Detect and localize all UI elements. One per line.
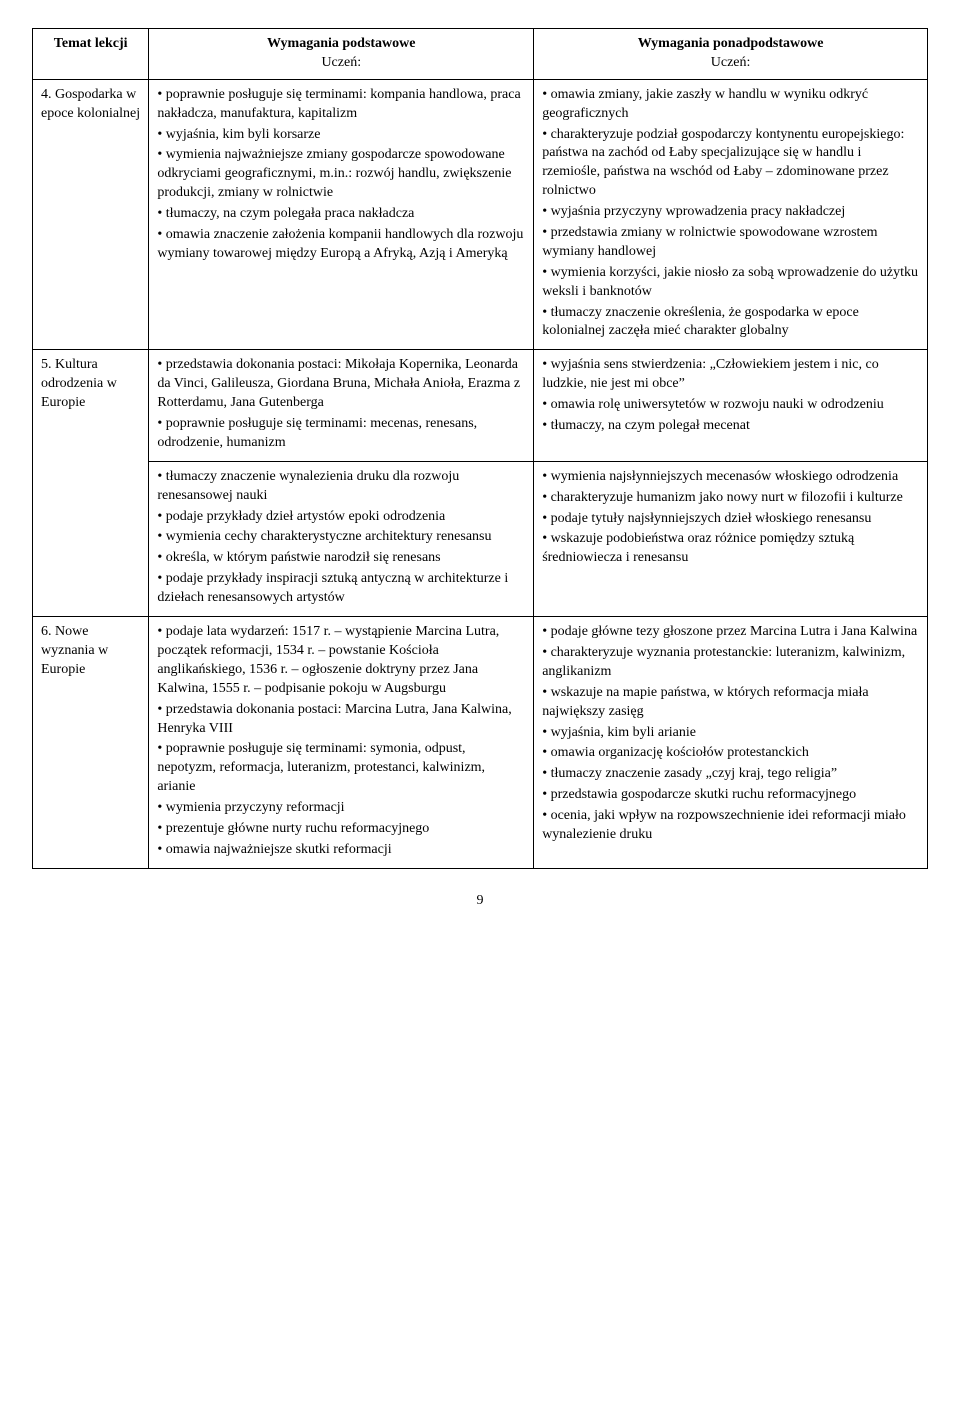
list-item: omawia rolę uniwersytetów w rozwoju nauk… xyxy=(542,396,919,415)
header-extended-line1: Wymagania ponadpodstawowe xyxy=(638,36,824,51)
extended-list: podaje główne tezy głoszone przez Marcin… xyxy=(542,623,919,845)
extended-cell: wymienia najsłynniejszych mecenasów włos… xyxy=(534,461,928,616)
list-item: wyjaśnia, kim byli arianie xyxy=(542,724,919,743)
table-body: 4. Gospodarka w epoce kolonialnejpoprawn… xyxy=(33,79,928,868)
list-item: omawia organizację kościołów protestanck… xyxy=(542,744,919,763)
page-number: 9 xyxy=(32,893,928,909)
header-basic-line1: Wymagania podstawowe xyxy=(267,36,415,51)
basic-cell: tłumaczy znaczenie wynalezienia druku dl… xyxy=(149,461,534,616)
list-item: ocenia, jaki wpływ na rozpowszechnienie … xyxy=(542,807,919,845)
table-header-row: Temat lekcji Wymagania podstawowe Uczeń:… xyxy=(33,29,928,80)
list-item: omawia najważniejsze skutki reformacji xyxy=(157,841,525,860)
list-item: wskazuje na mapie państwa, w których ref… xyxy=(542,684,919,722)
list-item: wymienia cechy charakterystyczne archite… xyxy=(157,528,525,547)
basic-cell: poprawnie posługuje się terminami: kompa… xyxy=(149,79,534,350)
list-item: przedstawia dokonania postaci: Mikołaja … xyxy=(157,356,525,413)
list-item: poprawnie posługuje się terminami: kompa… xyxy=(157,86,525,124)
table-row: 4. Gospodarka w epoce kolonialnejpoprawn… xyxy=(33,79,928,350)
extended-cell: podaje główne tezy głoszone przez Marcin… xyxy=(534,617,928,869)
list-item: określa, w którym państwie narodził się … xyxy=(157,549,525,568)
header-basic: Wymagania podstawowe Uczeń: xyxy=(149,29,534,80)
list-item: przedstawia dokonania postaci: Marcina L… xyxy=(157,701,525,739)
topic-cell: 5. Kultura odrodzenia w Europie xyxy=(33,350,149,617)
list-item: tłumaczy, na czym polegała praca nakładc… xyxy=(157,205,525,224)
topic-cell: 4. Gospodarka w epoce kolonialnej xyxy=(33,79,149,350)
list-item: tłumaczy znaczenie wynalezienia druku dl… xyxy=(157,468,525,506)
basic-cell: podaje lata wydarzeń: 1517 r. – wystąpie… xyxy=(149,617,534,869)
topic-cell: 6. Nowe wyznania w Europie xyxy=(33,617,149,869)
table-row: tłumaczy znaczenie wynalezienia druku dl… xyxy=(33,461,928,616)
basic-list: poprawnie posługuje się terminami: kompa… xyxy=(157,86,525,264)
list-item: charakteryzuje wyznania protestanckie: l… xyxy=(542,644,919,682)
table-row: 6. Nowe wyznania w Europiepodaje lata wy… xyxy=(33,617,928,869)
list-item: wyjaśnia przyczyny wprowadzenia pracy na… xyxy=(542,203,919,222)
basic-cell: przedstawia dokonania postaci: Mikołaja … xyxy=(149,350,534,461)
basic-list: przedstawia dokonania postaci: Mikołaja … xyxy=(157,356,525,452)
list-item: podaje tytuły najsłynniejszych dzieł wło… xyxy=(542,510,919,529)
table-row: 5. Kultura odrodzenia w Europieprzedstaw… xyxy=(33,350,928,461)
list-item: tłumaczy, na czym polegał mecenat xyxy=(542,417,919,436)
extended-cell: omawia zmiany, jakie zaszły w handlu w w… xyxy=(534,79,928,350)
extended-cell: wyjaśnia sens stwierdzenia: „Człowiekiem… xyxy=(534,350,928,461)
list-item: podaje przykłady dzieł artystów epoki od… xyxy=(157,508,525,527)
extended-list: wyjaśnia sens stwierdzenia: „Człowiekiem… xyxy=(542,356,919,436)
list-item: wskazuje podobieństwa oraz różnice pomię… xyxy=(542,530,919,568)
header-topic: Temat lekcji xyxy=(33,29,149,80)
curriculum-table: Temat lekcji Wymagania podstawowe Uczeń:… xyxy=(32,28,928,869)
list-item: wymienia przyczyny reformacji xyxy=(157,799,525,818)
list-item: podaje lata wydarzeń: 1517 r. – wystąpie… xyxy=(157,623,525,699)
list-item: poprawnie posługuje się terminami: symon… xyxy=(157,740,525,797)
list-item: wyjaśnia, kim byli korsarze xyxy=(157,126,525,145)
header-extended: Wymagania ponadpodstawowe Uczeń: xyxy=(534,29,928,80)
list-item: wymienia najważniejsze zmiany gospodarcz… xyxy=(157,146,525,203)
header-basic-line2: Uczeń: xyxy=(157,54,525,73)
list-item: tłumaczy znaczenie określenia, że gospod… xyxy=(542,304,919,342)
list-item: wymienia najsłynniejszych mecenasów włos… xyxy=(542,468,919,487)
extended-list: wymienia najsłynniejszych mecenasów włos… xyxy=(542,468,919,568)
list-item: prezentuje główne nurty ruchu reformacyj… xyxy=(157,820,525,839)
header-topic-text: Temat lekcji xyxy=(54,36,128,51)
list-item: charakteryzuje humanizm jako nowy nurt w… xyxy=(542,489,919,508)
list-item: charakteryzuje podział gospodarczy konty… xyxy=(542,126,919,202)
header-extended-line2: Uczeń: xyxy=(542,54,919,73)
list-item: podaje przykłady inspiracji sztuką antyc… xyxy=(157,570,525,608)
list-item: wymienia korzyści, jakie niosło za sobą … xyxy=(542,264,919,302)
list-item: omawia zmiany, jakie zaszły w handlu w w… xyxy=(542,86,919,124)
extended-list: omawia zmiany, jakie zaszły w handlu w w… xyxy=(542,86,919,342)
list-item: przedstawia zmiany w rolnictwie spowodow… xyxy=(542,224,919,262)
list-item: poprawnie posługuje się terminami: mecen… xyxy=(157,415,525,453)
list-item: podaje główne tezy głoszone przez Marcin… xyxy=(542,623,919,642)
list-item: wyjaśnia sens stwierdzenia: „Człowiekiem… xyxy=(542,356,919,394)
basic-list: tłumaczy znaczenie wynalezienia druku dl… xyxy=(157,468,525,608)
list-item: przedstawia gospodarcze skutki ruchu ref… xyxy=(542,786,919,805)
list-item: tłumaczy znaczenie zasady „czyj kraj, te… xyxy=(542,765,919,784)
basic-list: podaje lata wydarzeń: 1517 r. – wystąpie… xyxy=(157,623,525,860)
list-item: omawia znaczenie założenia kompanii hand… xyxy=(157,226,525,264)
